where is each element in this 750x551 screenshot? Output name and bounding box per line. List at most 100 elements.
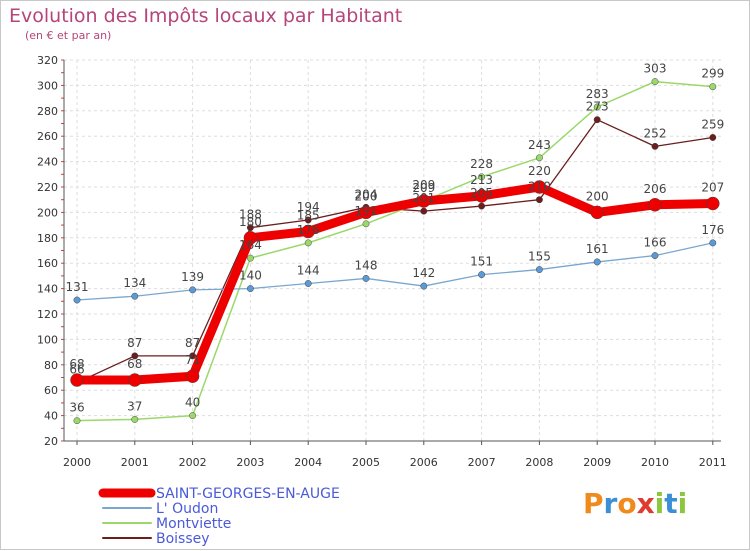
data-point xyxy=(304,239,312,247)
x-tick-label: 2008 xyxy=(525,456,553,469)
y-tick-label: 320 xyxy=(37,54,58,67)
data-label: 36 xyxy=(69,401,84,415)
y-tick-label: 60 xyxy=(44,384,58,397)
data-point xyxy=(304,280,312,287)
data-point xyxy=(189,412,197,420)
logo-letter: r xyxy=(603,487,618,520)
legend-label: Montviette xyxy=(156,516,231,532)
data-point xyxy=(128,373,142,387)
data-point xyxy=(420,207,428,215)
plot-area xyxy=(64,60,721,441)
data-label: 155 xyxy=(528,250,551,264)
data-label: 206 xyxy=(644,182,667,196)
data-point xyxy=(131,415,139,423)
data-label: 151 xyxy=(470,255,493,269)
data-point xyxy=(648,198,662,212)
data-label: 209 xyxy=(412,181,435,195)
x-tick-label: 2003 xyxy=(236,456,264,469)
y-tick-label: 40 xyxy=(44,410,58,423)
data-point xyxy=(590,205,604,220)
data-label: 243 xyxy=(528,138,551,152)
chart-subtitle: (en € et par an) xyxy=(25,29,112,42)
series-line-montviette xyxy=(76,80,714,422)
data-point xyxy=(70,373,84,387)
y-tick-label: 20 xyxy=(44,435,58,448)
data-point xyxy=(420,282,428,290)
data-label: 273 xyxy=(586,100,609,114)
data-point xyxy=(535,154,543,162)
data-point xyxy=(359,205,373,220)
x-tick-label: 2007 xyxy=(468,456,496,469)
data-point xyxy=(478,173,486,181)
data-label: 283 xyxy=(586,87,609,101)
y-tick-label: 240 xyxy=(37,156,58,169)
x-tick-label: 2010 xyxy=(641,456,669,469)
data-point xyxy=(535,196,543,204)
data-point xyxy=(131,352,139,360)
y-tick-label: 300 xyxy=(37,79,58,92)
data-label: 131 xyxy=(66,280,89,294)
y-tick-label: 260 xyxy=(37,130,58,143)
y-tick-label: 160 xyxy=(37,257,58,270)
series-line-l-oudon xyxy=(76,242,714,301)
data-label: 87 xyxy=(185,336,200,350)
legend-label: Boissey xyxy=(156,531,210,547)
y-tick-label: 100 xyxy=(37,333,58,346)
data-label: 188 xyxy=(239,208,262,222)
data-label: 176 xyxy=(701,223,724,237)
data-label: 166 xyxy=(644,236,667,250)
data-label: 144 xyxy=(297,264,320,278)
logo-letter: t xyxy=(664,487,678,520)
proxiti-logo: Proxiti xyxy=(583,487,687,520)
data-point xyxy=(593,116,601,124)
x-tick-label: 2011 xyxy=(699,456,727,469)
y-tick-label: 280 xyxy=(37,105,58,118)
data-label: 200 xyxy=(586,189,609,203)
data-point xyxy=(532,180,547,194)
data-label: 209 xyxy=(412,178,435,192)
data-label: 68 xyxy=(69,357,84,371)
data-label: 68 xyxy=(127,357,142,371)
data-label: 194 xyxy=(297,200,320,214)
data-label: 205 xyxy=(470,186,493,200)
data-label: 252 xyxy=(644,126,667,140)
data-label: 303 xyxy=(644,62,667,76)
data-point xyxy=(651,78,659,86)
x-tick-label: 2006 xyxy=(410,456,438,469)
y-tick-label: 220 xyxy=(37,181,58,194)
data-point xyxy=(189,286,197,294)
data-point xyxy=(417,194,431,208)
x-tick-label: 2004 xyxy=(294,456,322,469)
data-label: 71 xyxy=(185,353,200,367)
data-point xyxy=(651,252,659,260)
logo-letter: x xyxy=(636,487,655,520)
data-label: 37 xyxy=(127,399,142,413)
data-label: 299 xyxy=(701,67,724,81)
data-point xyxy=(189,352,197,360)
data-point xyxy=(709,134,717,141)
y-tick-label: 140 xyxy=(37,283,58,296)
x-tick-label: 2002 xyxy=(179,456,207,469)
data-label: 148 xyxy=(355,258,378,272)
data-label: 220 xyxy=(528,164,551,178)
y-tick-label: 200 xyxy=(37,206,58,219)
x-tick-label: 2009 xyxy=(583,456,611,469)
data-point xyxy=(246,285,254,293)
data-label: 161 xyxy=(586,242,609,256)
x-tick-label: 2000 xyxy=(63,456,91,469)
data-point xyxy=(301,224,315,239)
data-label: 204 xyxy=(355,187,378,201)
data-label: 140 xyxy=(239,269,262,283)
data-point xyxy=(474,189,489,203)
data-label: 191 xyxy=(355,204,378,218)
chart-title: Evolution des Impôts locaux par Habitant xyxy=(9,5,403,27)
data-label: 228 xyxy=(470,157,493,171)
data-point xyxy=(304,216,312,224)
data-label: 210 xyxy=(528,180,551,194)
data-point xyxy=(185,369,200,383)
data-point xyxy=(478,271,486,279)
data-point xyxy=(651,142,659,150)
data-label: 66 xyxy=(69,363,84,377)
